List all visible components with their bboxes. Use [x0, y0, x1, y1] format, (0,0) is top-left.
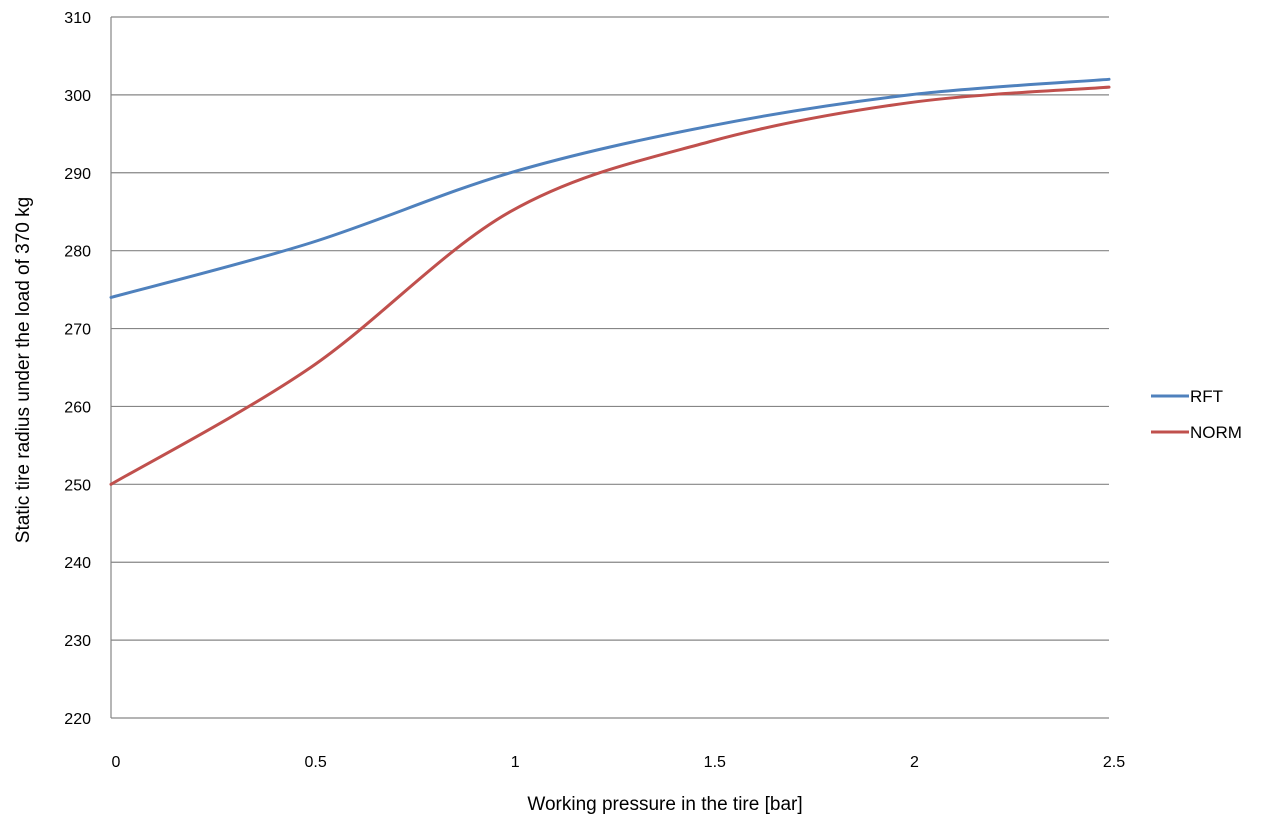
- legend-label-norm: NORM: [1190, 423, 1242, 442]
- x-tick-label: 1.5: [704, 754, 726, 771]
- y-tick-label: 310: [64, 10, 91, 27]
- x-axis-title: Working pressure in the tire [bar]: [527, 794, 802, 815]
- series-line-rft: [109, 77, 1111, 299]
- x-tick-label: 0.5: [304, 754, 326, 771]
- y-tick-label: 250: [64, 477, 91, 494]
- x-tick-label: 2.5: [1103, 754, 1125, 771]
- legend: RFT NORM: [1151, 387, 1242, 442]
- y-tick-label: 220: [64, 711, 91, 728]
- series-lines: [109, 77, 1111, 486]
- y-tick-label: 240: [64, 555, 91, 572]
- y-tick-label: 230: [64, 633, 91, 650]
- tick-labels: 220 230 240 250 260 270 280 290 300 310 0 0.5 1 1.5 2 2…: [64, 10, 1125, 771]
- x-tick-label: 0: [112, 754, 121, 771]
- gridlines: [111, 16, 1109, 641]
- y-tick-label: 270: [64, 322, 91, 339]
- y-tick-label: 280: [64, 244, 91, 261]
- series-line-norm: [109, 85, 1111, 486]
- y-tick-label: 300: [64, 88, 91, 105]
- axes: [110, 17, 1109, 719]
- legend-label-rft: RFT: [1190, 387, 1223, 406]
- x-tick-label: 1: [511, 754, 520, 771]
- y-tick-label: 260: [64, 399, 91, 416]
- y-tick-label: 290: [64, 166, 91, 183]
- y-axis-title: Static tire radius under the load of 370…: [13, 197, 34, 543]
- x-tick-label: 2: [910, 754, 919, 771]
